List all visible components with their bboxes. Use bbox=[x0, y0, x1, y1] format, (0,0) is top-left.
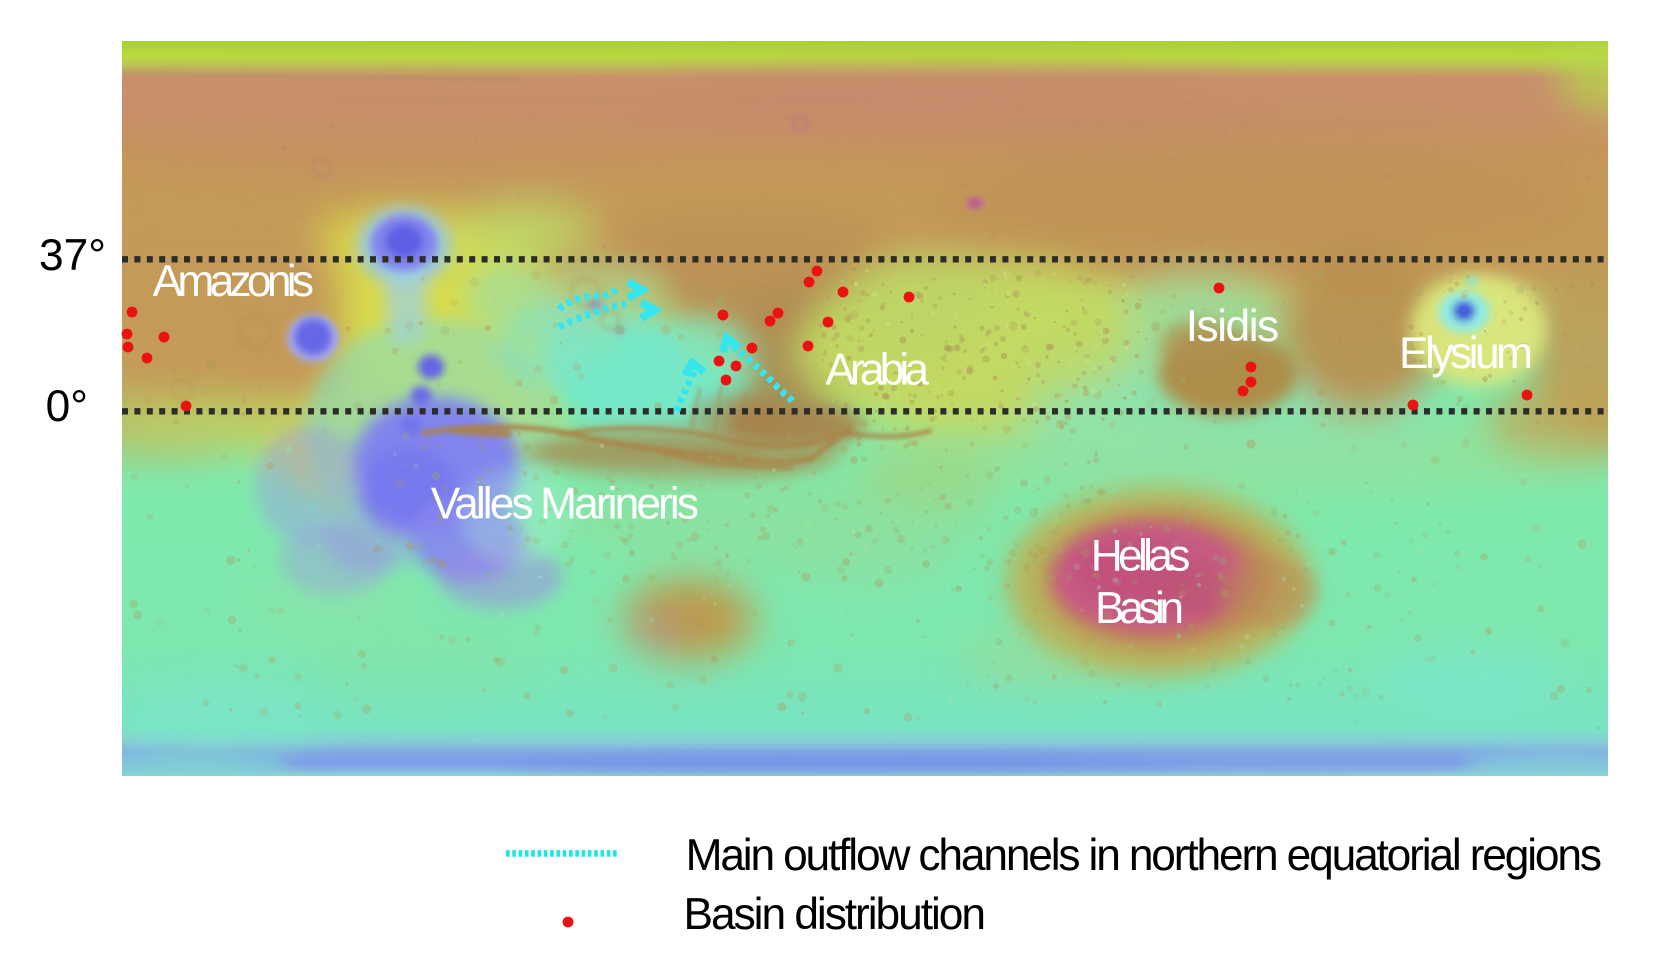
svg-text:Main outflow channels in north: Main outflow channels in northern equato… bbox=[686, 831, 1602, 880]
svg-text:Valles Marineris: Valles Marineris bbox=[431, 480, 699, 529]
svg-text:Isidis: Isidis bbox=[1186, 302, 1280, 351]
svg-text:Basin distribution: Basin distribution bbox=[684, 890, 987, 939]
svg-text:Amazonis: Amazonis bbox=[153, 257, 314, 306]
svg-text:Arabia: Arabia bbox=[825, 346, 929, 395]
svg-text:Elysium: Elysium bbox=[1399, 329, 1533, 378]
svg-text:Hellas: Hellas bbox=[1091, 532, 1191, 581]
svg-text:Basin: Basin bbox=[1095, 584, 1184, 633]
svg-text:0°: 0° bbox=[46, 382, 88, 431]
svg-text:37°: 37° bbox=[39, 231, 106, 280]
